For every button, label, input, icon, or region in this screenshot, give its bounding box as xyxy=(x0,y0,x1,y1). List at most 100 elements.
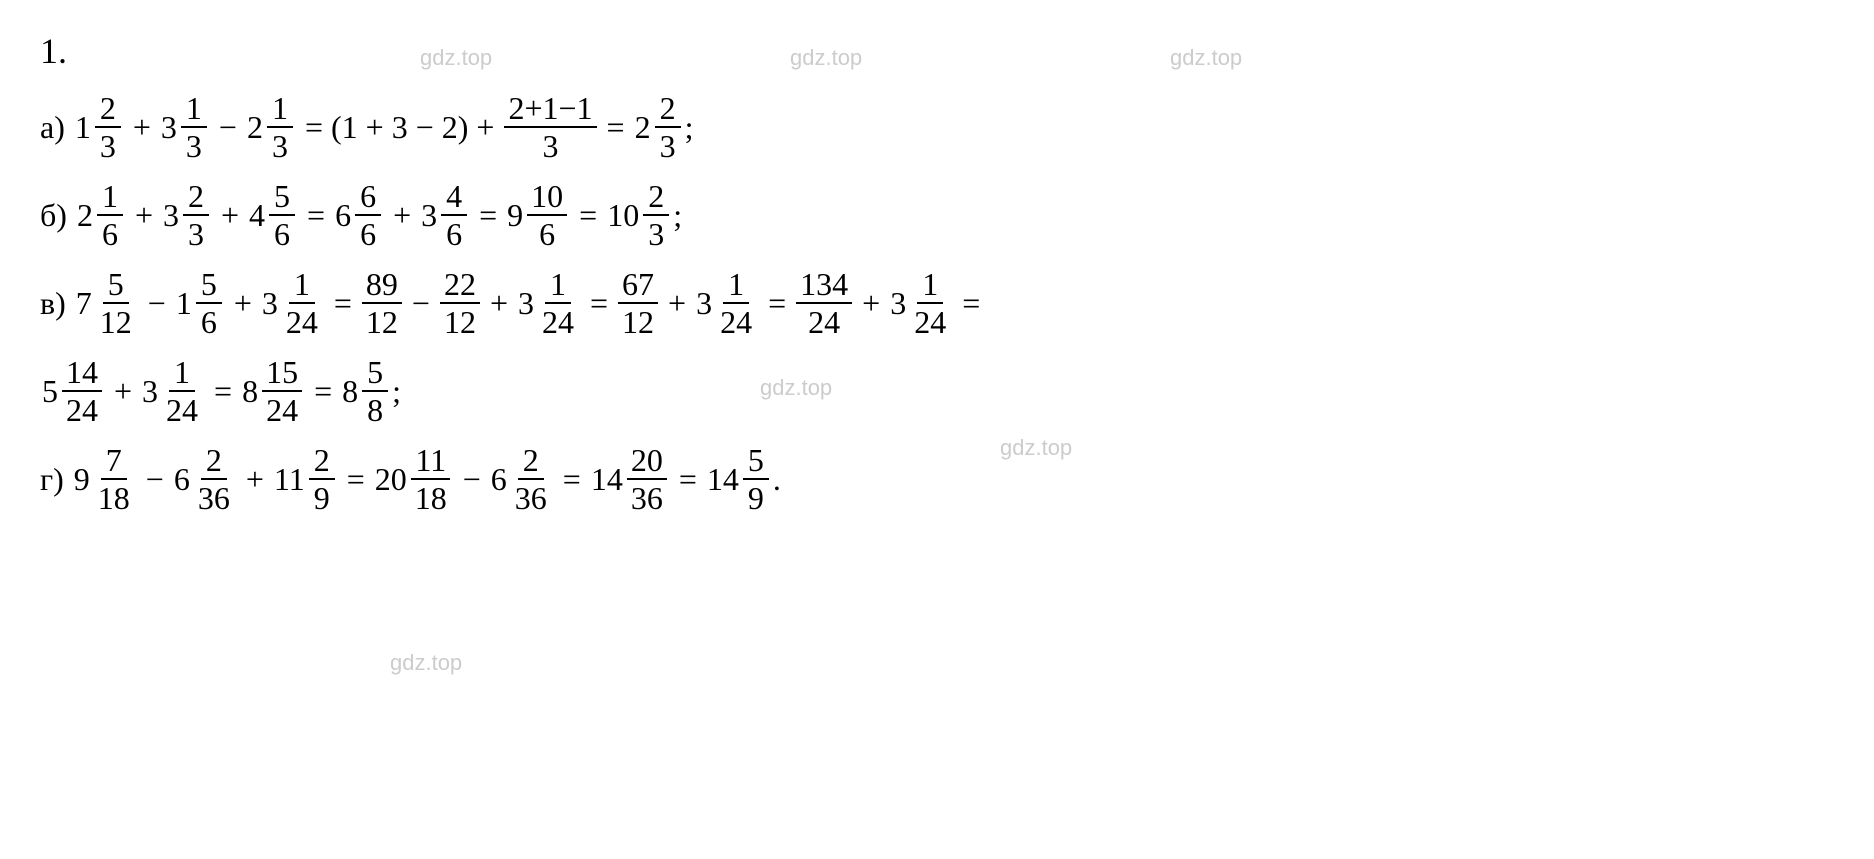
mixed-number: 666 xyxy=(335,180,383,250)
numerator: 1 xyxy=(169,356,195,392)
whole-part: 3 xyxy=(163,197,179,234)
numerator: 5 xyxy=(103,268,129,304)
line-label: г) xyxy=(40,461,64,498)
fraction: 1118 xyxy=(411,444,451,514)
numerator: 2 xyxy=(309,444,335,480)
operator: = xyxy=(679,461,697,498)
operator: = xyxy=(334,285,352,322)
denominator: 36 xyxy=(511,480,551,514)
denominator: 6 xyxy=(97,216,123,250)
operator: = xyxy=(579,197,597,234)
operator: − xyxy=(412,285,430,322)
denominator: 3 xyxy=(95,128,121,162)
whole-part: 3 xyxy=(161,109,177,146)
operator: + xyxy=(133,109,151,146)
denominator: 9 xyxy=(743,480,769,514)
numerator: 4 xyxy=(441,180,467,216)
denominator: 6 xyxy=(355,216,381,250)
numerator: 1 xyxy=(181,92,207,128)
problem-number: 1. xyxy=(40,30,1834,72)
denominator: 12 xyxy=(96,304,136,338)
mixed-number: 346 xyxy=(421,180,469,250)
watermark: gdz.top xyxy=(760,375,832,401)
math-document: 1. а)123+313−213=(1 + 3 − 2)+2+1−13=223;… xyxy=(40,30,1834,514)
fraction: 59 xyxy=(743,444,769,514)
whole-part: 2 xyxy=(635,109,651,146)
operator: + xyxy=(221,197,239,234)
numerator: 2 xyxy=(655,92,681,128)
numerator: 1 xyxy=(723,268,749,304)
numerator: 1 xyxy=(97,180,123,216)
fraction: 1524 xyxy=(262,356,302,426)
denominator: 6 xyxy=(441,216,467,250)
operator: = xyxy=(214,373,232,410)
operator: − xyxy=(463,461,481,498)
text-part: . xyxy=(773,461,781,498)
denominator: 12 xyxy=(440,304,480,338)
mixed-number: 858 xyxy=(342,356,390,426)
operator: + xyxy=(668,285,686,322)
whole-part: 3 xyxy=(262,285,278,322)
fraction: 58 xyxy=(362,356,388,426)
mixed-number: 3124 xyxy=(142,356,204,426)
whole-part: 7 xyxy=(76,285,92,322)
mixed-number: 1459 xyxy=(707,444,771,514)
numerator: 14 xyxy=(62,356,102,392)
operator: = xyxy=(607,109,625,146)
operator: + xyxy=(490,285,508,322)
fraction: 16 xyxy=(97,180,123,250)
fraction: 718 xyxy=(94,444,134,514)
line-a: а)123+313−213=(1 + 3 − 2)+2+1−13=223; xyxy=(40,92,1834,162)
operator: + xyxy=(393,197,411,234)
mixed-number: 9718 xyxy=(74,444,136,514)
line-label: б) xyxy=(40,197,67,234)
fraction: 124 xyxy=(716,268,756,338)
mixed-number: 456 xyxy=(249,180,297,250)
whole-part: 4 xyxy=(249,197,265,234)
mixed-number: 3124 xyxy=(262,268,324,338)
fraction: 124 xyxy=(910,268,950,338)
denominator: 24 xyxy=(282,304,322,338)
whole-part: 3 xyxy=(421,197,437,234)
denominator: 12 xyxy=(362,304,402,338)
operator: = xyxy=(590,285,608,322)
operator: = xyxy=(479,197,497,234)
fraction: 512 xyxy=(96,268,136,338)
fraction: 23 xyxy=(95,92,121,162)
numerator: 89 xyxy=(362,268,402,304)
denominator: 3 xyxy=(655,128,681,162)
whole-part: 2 xyxy=(247,109,263,146)
whole-part: 1 xyxy=(176,285,192,322)
fraction: 1424 xyxy=(62,356,102,426)
numerator: 11 xyxy=(411,444,450,480)
operator: = xyxy=(314,373,332,410)
line-label: а) xyxy=(40,109,65,146)
fraction: 236 xyxy=(511,444,551,514)
watermark: gdz.top xyxy=(790,45,862,71)
mixed-number: 3124 xyxy=(696,268,758,338)
numerator: 1 xyxy=(289,268,315,304)
text-part: ; xyxy=(685,109,694,146)
fraction: 23 xyxy=(643,180,669,250)
mixed-number: 1023 xyxy=(607,180,671,250)
numerator: 10 xyxy=(527,180,567,216)
whole-part: 8 xyxy=(242,373,258,410)
line-c-part1: в)7512−156+3124=8912−2212+3124=6712+3124… xyxy=(40,268,1834,338)
denominator: 24 xyxy=(716,304,756,338)
whole-part: 3 xyxy=(696,285,712,322)
operator: + xyxy=(476,109,494,146)
whole-part: 3 xyxy=(890,285,906,322)
fraction: 124 xyxy=(538,268,578,338)
mixed-number: 3124 xyxy=(518,268,580,338)
denominator: 6 xyxy=(196,304,222,338)
line-d: г)9718−6236+1129=201118−6236=142036=1459… xyxy=(40,444,1834,514)
whole-part: 11 xyxy=(274,461,305,498)
operator: − xyxy=(146,461,164,498)
fraction: 2212 xyxy=(440,268,480,338)
numerator: 5 xyxy=(269,180,295,216)
denominator: 6 xyxy=(534,216,560,250)
numerator: 1 xyxy=(267,92,293,128)
denominator: 18 xyxy=(94,480,134,514)
denominator: 3 xyxy=(538,128,564,162)
operator: = xyxy=(768,285,786,322)
